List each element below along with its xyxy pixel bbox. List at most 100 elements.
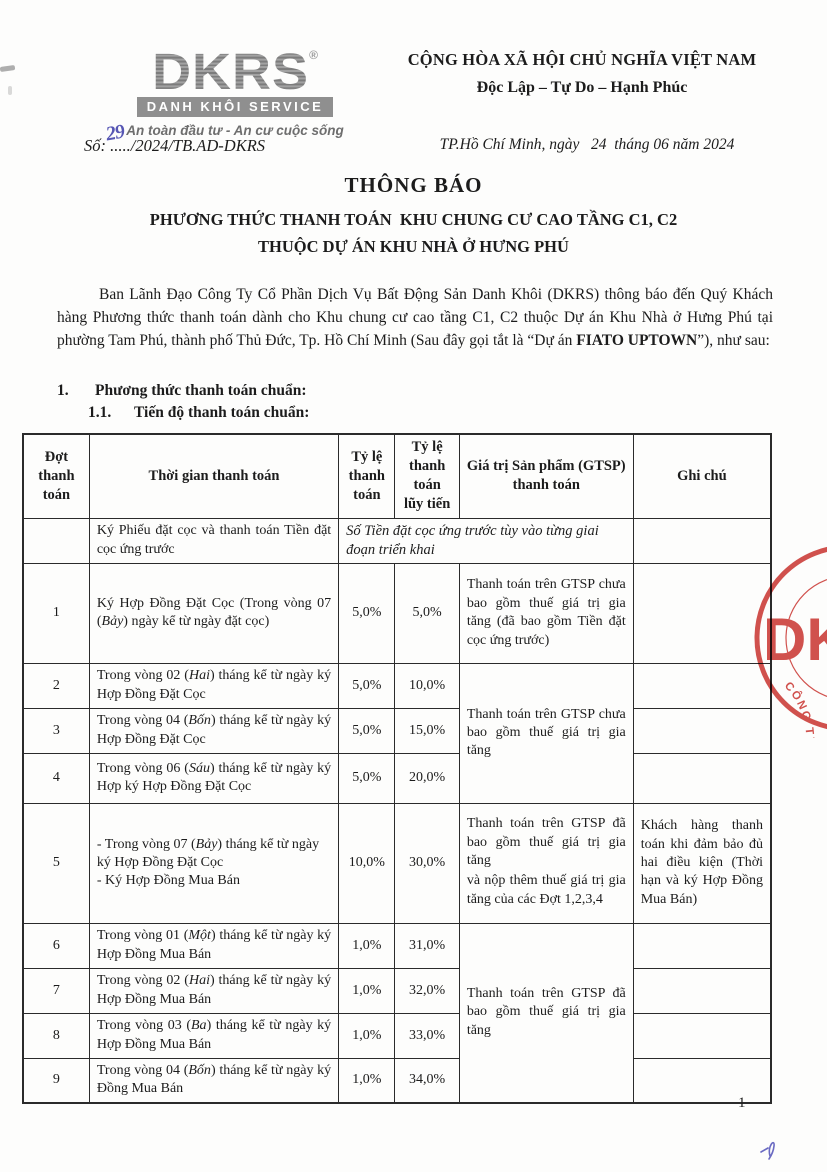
gtsp-cell: Thanh toán trên GTSP đã bao gồm thuế giá…	[458, 802, 634, 924]
svg-text:CÔNG TY CỔ PHẦN DỊCH VỤ ★ 0313: CÔNG TY CỔ PHẦN DỊCH VỤ ★ 0313184240 ★	[748, 680, 815, 738]
cumulative-cell: 31,0%	[394, 922, 460, 969]
header-note: Ghi chú	[632, 433, 772, 519]
time-cell: Trong vòng 02 (Hai) tháng kể từ ngày ký …	[88, 662, 340, 709]
table-header-row: Đợt thanh toán Thời gian thanh toán Tỷ l…	[22, 433, 772, 519]
section-1-heading: 1. Phương thức thanh toán chuẩn:	[57, 382, 307, 400]
ref-dots-wrap: 29.....	[104, 121, 131, 156]
gtsp-merged-cell-6-9: Thanh toán trên GTSP đã bao gồm thuế giá…	[458, 922, 634, 1104]
stage-cell: 6	[22, 922, 90, 969]
cumulative-cell: 10,0%	[394, 662, 460, 709]
stage-cell: 8	[22, 1012, 90, 1059]
note-cell: Khách hàng thanh toán khi đảm bảo đủ hai…	[632, 802, 772, 924]
logo-text: DKRS	[152, 43, 310, 101]
time-cell: Trong vòng 01 (Một) tháng kể từ ngày ký …	[88, 922, 340, 969]
company-seal-stamp: CÔNG TY CỔ PHẦN DỊCH VỤ ★ 0313184240 ★ D…	[748, 546, 827, 738]
deposit-time-cell: Ký Phiếu đặt cọc và thanh toán Tiền đặt …	[88, 517, 340, 564]
document-subtitle-2: THUỘC DỰ ÁN KHU NHÀ Ở HƯNG PHÚ	[258, 237, 569, 256]
table-row: 9 Trong vòng 04 (Bốn) tháng kể từ ngày k…	[22, 1057, 772, 1104]
time-cell: Trong vòng 04 (Bốn) tháng kể từ ngày ký …	[88, 707, 340, 754]
intro-part2: ”), như sau:	[697, 332, 770, 349]
header-stage: Đợt thanh toán	[22, 433, 90, 519]
logo-subtitle: DANH KHÔI SERVICE	[137, 97, 333, 117]
time-cell: Trong vòng 04 (Bốn) tháng kể từ ngày ký …	[88, 1057, 340, 1104]
stage-cell: 9	[22, 1057, 90, 1104]
intro-paragraph: Ban Lãnh Đạo Công Ty Cổ Phần Dịch Vụ Bất…	[57, 283, 773, 352]
document-subtitle-1: PHƯƠNG THỨC THANH TOÁN KHU CHUNG CƯ CAO …	[149, 210, 678, 229]
header-gtsp: Giá trị Sản phẩm (GTSP) thanh toán	[458, 433, 634, 519]
page-number: 1	[738, 1095, 746, 1111]
deposit-row: Ký Phiếu đặt cọc và thanh toán Tiền đặt …	[22, 517, 772, 564]
time-cell: Ký Hợp Đồng Đặt Cọc (Trong vòng 07 (Bảy)…	[88, 562, 340, 664]
time-cell: Trong vòng 02 (Hai) tháng kể từ ngày ký …	[88, 967, 340, 1014]
section-1-1-heading: 1.1. Tiến độ thanh toán chuẩn:	[88, 404, 309, 422]
header-rate: Tỷ lệ thanh toán	[338, 433, 396, 519]
registered-mark-icon: ®	[309, 48, 318, 62]
table-row: 1 Ký Hợp Đồng Đặt Cọc (Trong vòng 07 (Bả…	[22, 562, 772, 664]
stage-cell: 3	[22, 707, 90, 754]
section-1-text: Phương thức thanh toán chuẩn:	[95, 382, 307, 399]
time-cell: Trong vòng 06 (Sáu) tháng kể từ ngày ký …	[88, 752, 340, 804]
ref-dots: .....	[110, 136, 131, 155]
handwritten-number: 29	[104, 120, 126, 146]
payment-schedule-table: Đợt thanh toán Thời gian thanh toán Tỷ l…	[22, 433, 772, 1104]
note-cell	[632, 752, 772, 804]
note-cell	[632, 707, 772, 754]
note-cell	[632, 562, 772, 664]
rate-cell: 1,0%	[338, 922, 396, 969]
deposit-stage-cell	[22, 517, 90, 564]
table-row: 2 Trong vòng 02 (Hai) tháng kể từ ngày k…	[22, 662, 772, 804]
ref-suffix: /2024/TB.AD-DKRS	[130, 136, 266, 155]
gtsp-merged-cell-2-4: Thanh toán trên GTSP chưa bao gồm thuế g…	[458, 662, 634, 804]
handwritten-check-mark	[760, 1141, 775, 1160]
rate-cell: 1,0%	[338, 967, 396, 1014]
logo-slogan: An toàn đầu tư - An cư cuộc sống	[126, 123, 344, 138]
time-cell: - Trong vòng 07 (Bảy) tháng kể từ ngày k…	[88, 802, 340, 924]
logo-wordmark: DKRS®	[110, 43, 360, 101]
rate-cell: 1,0%	[338, 1012, 396, 1059]
section-1-1-number: 1.1.	[88, 404, 112, 421]
note-cell	[632, 967, 772, 1014]
ref-prefix: Số:	[84, 136, 111, 155]
rate-cell: 5,0%	[338, 752, 396, 804]
table-row: 5 - Trong vòng 07 (Bảy) tháng kể từ ngày…	[22, 802, 772, 924]
intro-project-name: FIATO UPTOWN	[576, 332, 698, 349]
header-time: Thời gian thanh toán	[88, 433, 340, 519]
note-cell	[632, 1012, 772, 1059]
stage-cell: 4	[22, 752, 90, 804]
cumulative-cell: 34,0%	[394, 1057, 460, 1104]
gtsp-cell: Thanh toán trên GTSP chưa bao gồm thuế g…	[458, 562, 634, 664]
table-row: 7 Trong vòng 02 (Hai) tháng kể từ ngày k…	[22, 967, 772, 1014]
stage-cell: 5	[22, 802, 90, 924]
national-header: CỘNG HÒA XÃ HỘI CHỦ NGHĨA VIỆT NAM Độc L…	[382, 50, 782, 97]
stage-cell: 7	[22, 967, 90, 1014]
rate-cell: 5,0%	[338, 562, 396, 664]
document-reference: Số: 29 ...../2024/TB.AD-DKRS	[84, 121, 266, 156]
rate-cell: 5,0%	[338, 662, 396, 709]
table-row: 6 Trong vòng 01 (Một) tháng kể từ ngày k…	[22, 922, 772, 1104]
note-cell	[632, 1057, 772, 1104]
stamp-arc-text: CÔNG TY CỔ PHẦN DỊCH VỤ ★ 0313184240 ★	[748, 680, 813, 738]
section-1-number: 1.	[57, 382, 69, 399]
stage-cell: 2	[22, 662, 90, 709]
table-row: 4 Trong vòng 06 (Sáu) tháng kể từ ngày k…	[22, 752, 772, 804]
cumulative-cell: 32,0%	[394, 967, 460, 1014]
gtsp-paragraph-a: Thanh toán trên GTSP đã bao gồm thuế giá…	[466, 816, 626, 869]
stamp-center-text: DKRS	[763, 606, 827, 673]
deposit-note-cell: Số Tiền đặt cọc ứng trước tùy vào từng g…	[338, 517, 634, 564]
cumulative-cell: 20,0%	[394, 752, 460, 804]
header-cumulative: Tỷ lệ thanh toán lũy tiến	[394, 433, 460, 519]
document-title: THÔNG BÁO	[344, 173, 483, 197]
deposit-ghichu-cell	[632, 517, 772, 564]
note-cell	[632, 922, 772, 969]
rate-cell: 5,0%	[338, 707, 396, 754]
rate-cell: 10,0%	[338, 802, 396, 924]
table-row: 3 Trong vòng 04 (Bốn) tháng kể từ ngày k…	[22, 707, 772, 754]
section-1-1-text: Tiến độ thanh toán chuẩn:	[134, 404, 310, 421]
gtsp-paragraph-b: và nộp thêm thuế giá trị gia tăng của cá…	[466, 873, 626, 907]
scan-artifact	[0, 64, 16, 73]
time-line-2: - Ký Hợp Đồng Mua Bán	[96, 873, 240, 889]
national-motto-line2: Độc Lập – Tự Do – Hạnh Phúc	[476, 79, 688, 96]
table-row: 8 Trong vòng 03 (Ba) tháng kể từ ngày ký…	[22, 1012, 772, 1059]
rate-cell: 1,0%	[338, 1057, 396, 1104]
